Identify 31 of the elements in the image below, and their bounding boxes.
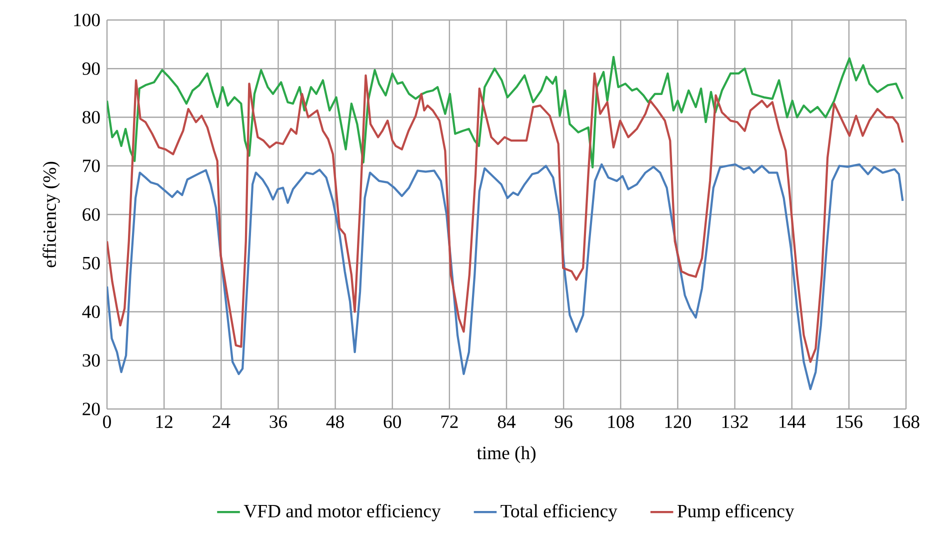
legend-label: Total efficiency — [500, 504, 618, 522]
y-axis-title: efficiency (%) — [42, 162, 60, 268]
x-tick-label: 168 — [894, 415, 920, 428]
x-tick-label: 24 — [212, 415, 230, 428]
y-tick-label: 60 — [82, 208, 100, 221]
y-tick-label: 40 — [82, 305, 100, 318]
y-tick-label: 20 — [82, 402, 100, 416]
x-tick-label: 96 — [554, 415, 572, 428]
x-tick-label: 48 — [326, 415, 344, 428]
x-tick-label: 108 — [608, 415, 634, 428]
x-tick-label: 60 — [384, 415, 401, 428]
y-tick-label: 50 — [82, 256, 100, 270]
y-tick-label: 80 — [82, 110, 100, 124]
line-series — [107, 163, 904, 390]
x-tick-label: 84 — [498, 415, 516, 428]
legend-label: VFD and motor efficiency — [244, 504, 441, 522]
y-tick-label: 90 — [82, 62, 100, 75]
x-tick-label: 72 — [441, 415, 458, 428]
x-tick-label: 12 — [156, 415, 172, 428]
legend-label: Pump efficency — [677, 504, 794, 522]
y-tick-label: 100 — [74, 14, 100, 26]
line-series — [107, 56, 904, 168]
x-tick-label: 132 — [722, 415, 748, 428]
x-tick-label: 144 — [779, 415, 806, 428]
x-tick-label: 36 — [270, 415, 287, 428]
x-tick-label: 0 — [103, 415, 111, 428]
x-axis-title: time (h) — [476, 446, 536, 464]
x-tick-label: 120 — [665, 415, 692, 428]
y-tick-label: 70 — [83, 160, 100, 172]
y-tick-label: 30 — [82, 354, 100, 367]
x-tick-label: 156 — [836, 415, 862, 428]
